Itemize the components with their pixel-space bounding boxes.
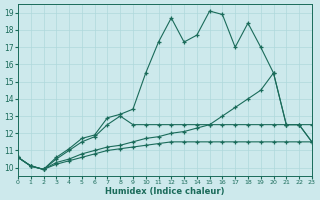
X-axis label: Humidex (Indice chaleur): Humidex (Indice chaleur) xyxy=(105,187,225,196)
